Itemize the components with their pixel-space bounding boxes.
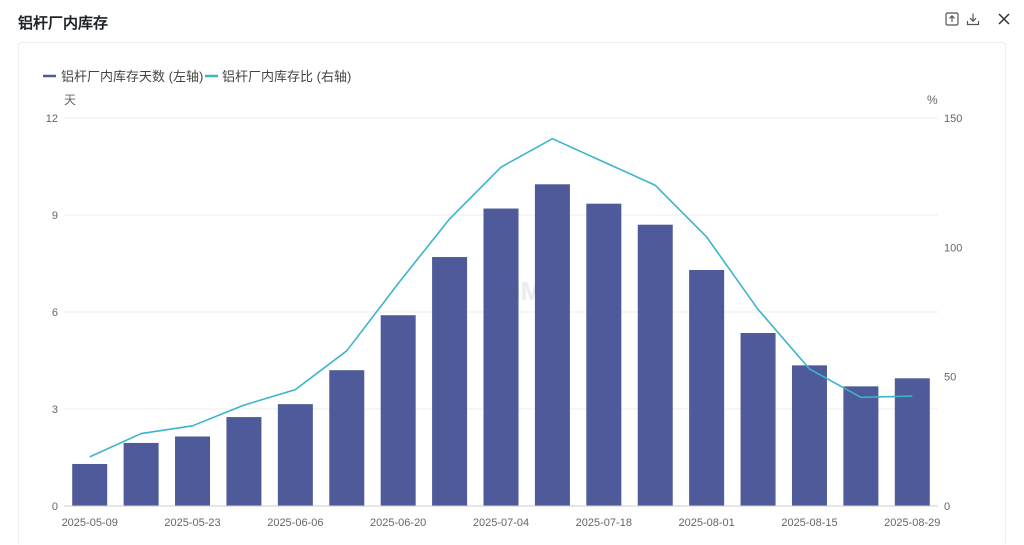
y-right-tick-label: 150 xyxy=(944,113,962,125)
x-tick-label: 2025-06-20 xyxy=(370,517,426,529)
x-tick-label: 2025-07-18 xyxy=(576,517,632,529)
bar xyxy=(72,463,108,506)
y-left-tick-label: 6 xyxy=(52,307,58,319)
bar xyxy=(534,184,570,507)
bar xyxy=(586,203,622,506)
y-right-tick-label: 0 xyxy=(944,501,950,513)
chart-header: 铝杆厂内库存 xyxy=(0,0,1024,42)
x-tick-label: 2025-08-15 xyxy=(781,517,837,529)
bar xyxy=(432,257,468,506)
bar xyxy=(329,370,365,506)
axes: 0 3 6 9 12 0 50 100 150 2025-05-09 2025-05-23 2025-… xyxy=(46,113,963,529)
x-tick-label: 2025-08-01 xyxy=(679,517,735,529)
bar xyxy=(689,269,725,506)
bar xyxy=(894,378,930,506)
bar xyxy=(637,224,673,506)
legend-item-bar[interactable]: 铝杆厂内库存天数 (左轴) xyxy=(43,69,203,84)
bar xyxy=(843,386,879,506)
bar-series xyxy=(72,184,930,507)
x-tick-label: 2025-05-23 xyxy=(164,517,220,529)
y-right-tick-label: 100 xyxy=(944,242,962,254)
x-tick-label: 2025-07-04 xyxy=(473,517,529,529)
y-left-unit: 天 xyxy=(64,93,76,107)
close-icon[interactable] xyxy=(997,12,1013,28)
export-icon[interactable] xyxy=(945,12,961,28)
y-left-tick-label: 9 xyxy=(52,210,58,222)
y-left-tick-label: 12 xyxy=(46,113,58,125)
chart-panel xyxy=(18,42,1006,545)
line-series xyxy=(89,137,913,458)
legend-label-line: 铝杆厂内库存比 (右轴) xyxy=(222,69,351,84)
y-left-tick-label: 3 xyxy=(52,404,58,416)
bar xyxy=(483,208,519,507)
bar xyxy=(226,417,262,506)
y-right-tick-label: 50 xyxy=(944,372,956,384)
legend: 铝杆厂内库存天数 (左轴) 铝杆厂内库存比 (右轴) xyxy=(43,69,351,84)
download-icon[interactable] xyxy=(966,12,982,28)
bar xyxy=(791,365,827,506)
bar xyxy=(380,315,416,506)
x-tick-label: 2025-06-06 xyxy=(267,517,323,529)
bar xyxy=(277,404,313,506)
bar xyxy=(175,436,211,506)
bar xyxy=(123,442,159,506)
x-tick-label: 2025-05-09 xyxy=(62,517,118,529)
y-left-tick-label: 0 xyxy=(52,501,58,513)
legend-label-bar: 铝杆厂内库存天数 (左轴) xyxy=(61,69,203,84)
chart-title: 铝杆厂内库存 xyxy=(18,15,109,32)
legend-item-line[interactable]: 铝杆厂内库存比 (右轴) xyxy=(205,69,351,84)
x-tick-label: 2025-08-29 xyxy=(884,517,940,529)
y-right-unit: % xyxy=(927,93,938,107)
bar xyxy=(740,333,776,506)
